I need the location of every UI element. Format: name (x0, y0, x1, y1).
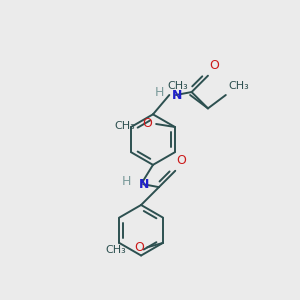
Text: O: O (177, 154, 187, 167)
Text: CH₃: CH₃ (228, 81, 249, 92)
Text: N: N (139, 178, 149, 191)
Text: O: O (134, 241, 144, 254)
Text: O: O (143, 118, 153, 130)
Text: H: H (154, 86, 164, 99)
Text: CH₃: CH₃ (105, 245, 126, 255)
Text: N: N (172, 88, 182, 101)
Text: CH₃: CH₃ (167, 81, 188, 92)
Text: CH₃: CH₃ (114, 122, 135, 131)
Text: O: O (209, 59, 219, 72)
Text: H: H (122, 175, 131, 188)
